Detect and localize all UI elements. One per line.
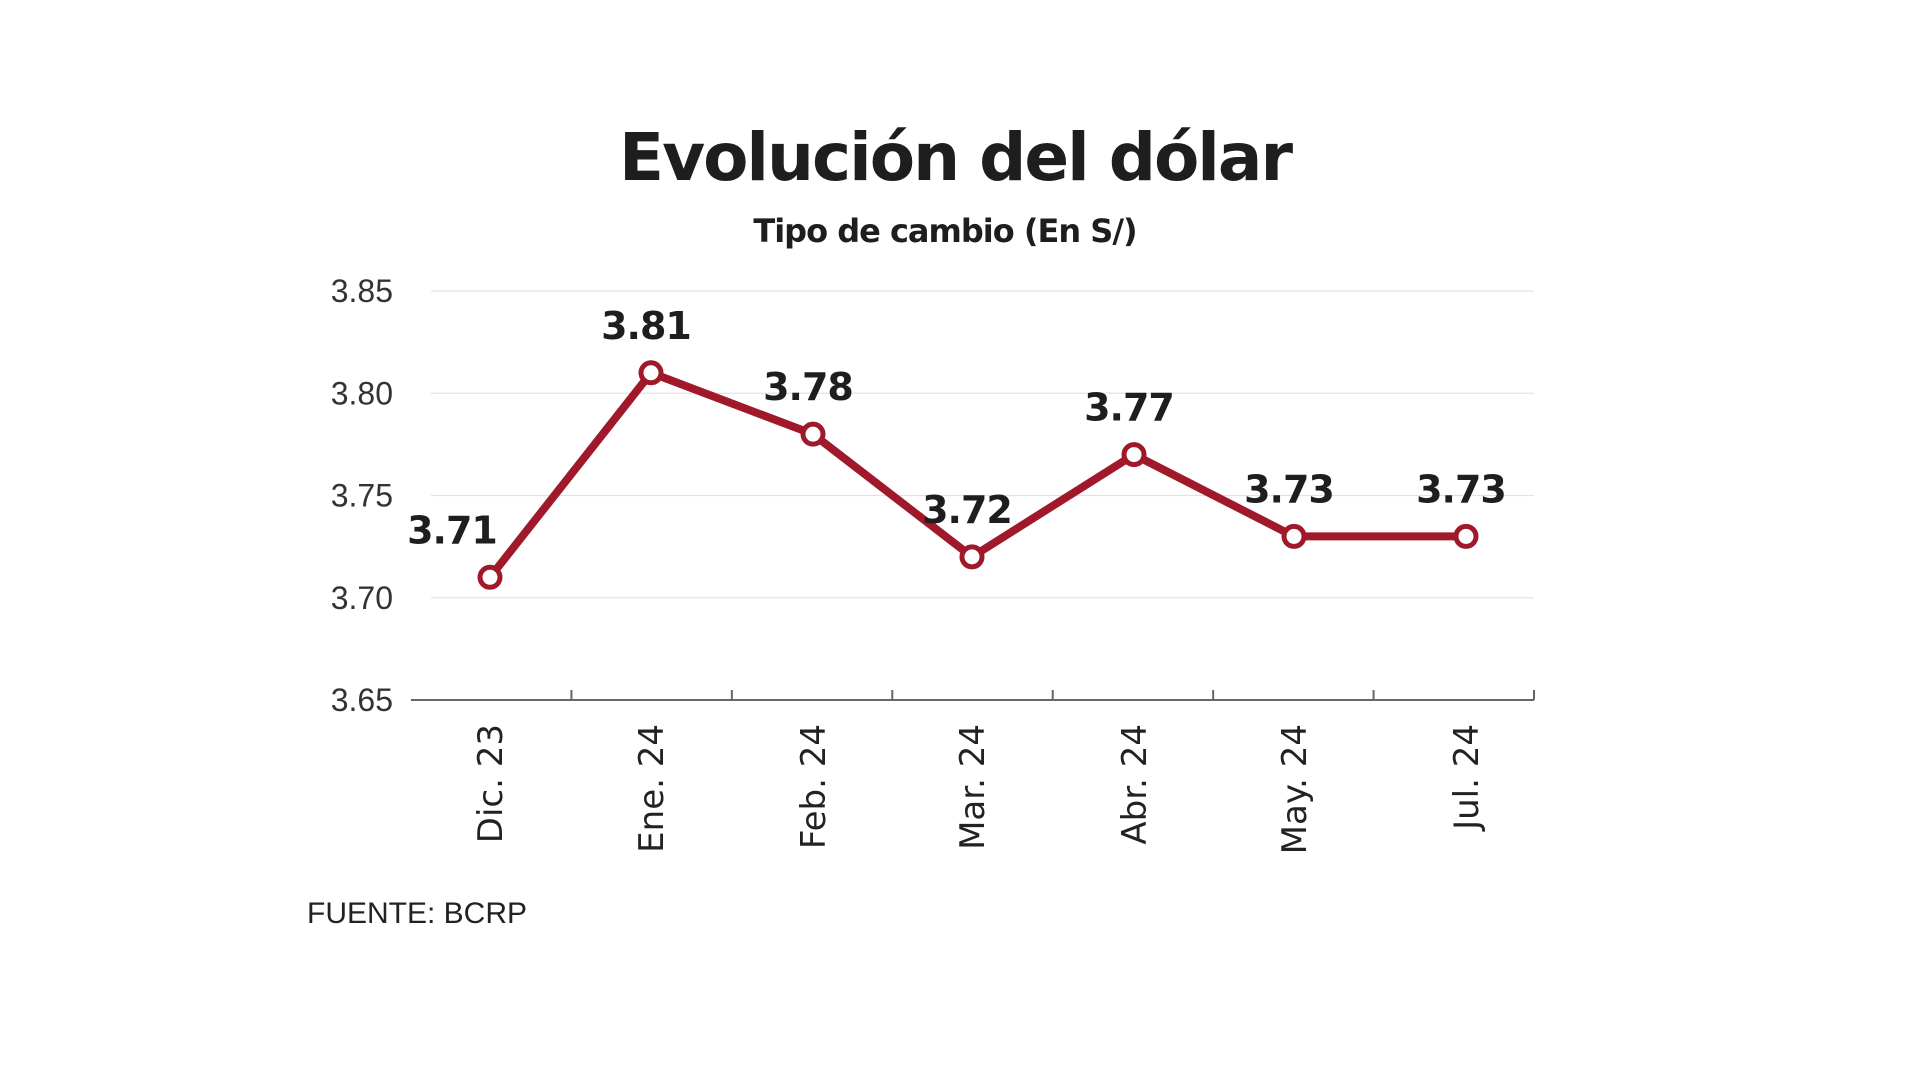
x-tick-label: Mar. 24 xyxy=(953,724,993,850)
x-tick-label: Abr. 24 xyxy=(1115,724,1155,845)
data-point xyxy=(477,564,503,590)
chart-subtitle: Tipo de cambio (En S/) xyxy=(753,212,1136,250)
data-point xyxy=(800,421,826,447)
source-note: FUENTE: BCRP xyxy=(307,897,527,930)
y-tick-label: 3.65 xyxy=(331,682,393,718)
y-tick-label: 3.85 xyxy=(331,273,393,309)
data-label: 3.78 xyxy=(763,365,853,409)
data-point xyxy=(638,360,664,386)
data-point xyxy=(959,544,985,570)
data-label: 3.72 xyxy=(922,488,1012,532)
x-tick-label: Feb. 24 xyxy=(794,724,834,849)
y-tick-label: 3.80 xyxy=(331,375,393,411)
data-point xyxy=(1121,442,1147,468)
y-tick-label: 3.70 xyxy=(331,580,393,616)
data-label: 3.77 xyxy=(1084,386,1174,430)
data-label: 3.73 xyxy=(1416,467,1506,511)
data-label: 3.73 xyxy=(1244,467,1334,511)
x-tick-label: May. 24 xyxy=(1275,724,1315,854)
data-point xyxy=(1453,523,1479,549)
data-label: 3.81 xyxy=(601,304,691,348)
x-tick-label: Jul. 24 xyxy=(1447,724,1487,832)
data-label: 3.71 xyxy=(407,508,497,552)
x-tick-label: Dic. 23 xyxy=(471,724,511,843)
x-tick-label: Ene. 24 xyxy=(632,724,672,853)
data-point xyxy=(1281,523,1307,549)
chart-title: Evolución del dólar xyxy=(619,119,1293,196)
y-tick-label: 3.75 xyxy=(331,478,393,514)
